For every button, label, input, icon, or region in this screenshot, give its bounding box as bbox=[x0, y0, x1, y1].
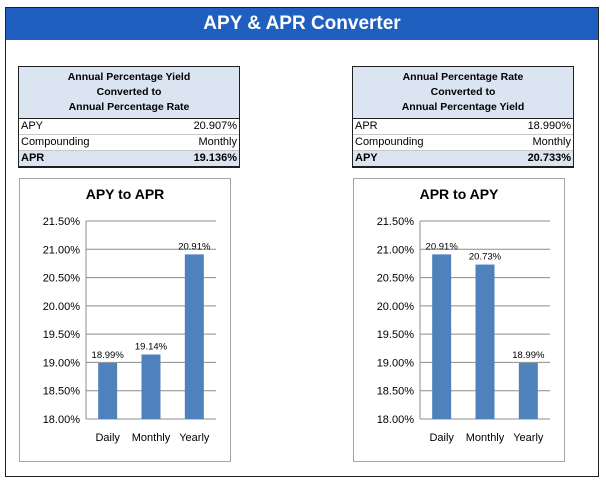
y-tick-label: 21.50% bbox=[43, 216, 81, 228]
apr-input-row[interactable]: APR 18.990% bbox=[353, 119, 573, 135]
y-tick-label: 19.50% bbox=[43, 329, 81, 341]
chart-svg: APR to APY 18.00% 18.50% 19.00% 19.50% 20.00%… bbox=[377, 186, 550, 444]
y-tick-label: 19.00% bbox=[377, 357, 415, 369]
apr-input-value[interactable]: 18.990% bbox=[527, 120, 571, 132]
header-line: Annual Percentage Rate bbox=[402, 71, 524, 83]
bar-daily bbox=[98, 362, 118, 419]
y-tick-label: 21.50% bbox=[377, 216, 415, 228]
y-tick-label: 21.00% bbox=[43, 244, 81, 256]
apy-input-row[interactable]: APY 20.907% bbox=[19, 119, 239, 135]
category-label: Daily bbox=[429, 432, 454, 444]
compounding-select-value[interactable]: Monthly bbox=[532, 136, 571, 148]
row-label: Compounding bbox=[355, 136, 424, 148]
header-line: Converted to bbox=[96, 86, 162, 98]
category-label: Yearly bbox=[513, 432, 544, 444]
compounding-row[interactable]: Compounding Monthly bbox=[19, 135, 239, 151]
y-tick-label: 19.00% bbox=[43, 357, 81, 369]
row-label: APR bbox=[355, 120, 378, 132]
y-tick-label: 18.00% bbox=[377, 414, 415, 426]
apy-result-value: 20.733% bbox=[527, 152, 571, 164]
data-label: 18.99% bbox=[512, 350, 545, 361]
apy-result-row: APY 20.733% bbox=[353, 151, 573, 167]
panel-header: Annual Percentage Rate Converted to Annu… bbox=[353, 67, 573, 119]
y-tick-label: 20.50% bbox=[43, 273, 81, 285]
y-tick-label: 21.00% bbox=[377, 244, 415, 256]
bar-yearly bbox=[184, 254, 204, 419]
apy-input-value[interactable]: 20.907% bbox=[193, 120, 237, 132]
bar-monthly bbox=[475, 264, 495, 419]
apr-to-apy-panel: Annual Percentage Rate Converted to Annu… bbox=[352, 66, 574, 168]
header-line: Annual Percentage Rate bbox=[68, 101, 190, 113]
header-line: Annual Percentage Yield bbox=[67, 71, 191, 83]
bar-daily bbox=[432, 254, 452, 419]
apr-result-value: 19.136% bbox=[193, 152, 237, 164]
chart-title: APY to APR bbox=[86, 186, 165, 202]
data-label: 19.14% bbox=[135, 342, 168, 353]
y-tick-label: 18.50% bbox=[43, 386, 81, 398]
y-tick-label: 20.00% bbox=[43, 301, 81, 313]
header-line: Annual Percentage Yield bbox=[401, 101, 525, 113]
data-label: 20.91% bbox=[178, 241, 211, 252]
panel-header: Annual Percentage Yield Converted to Ann… bbox=[19, 67, 239, 119]
data-label: 20.73% bbox=[469, 252, 502, 263]
chart-title: APR to APY bbox=[420, 186, 499, 202]
compounding-row[interactable]: Compounding Monthly bbox=[353, 135, 573, 151]
data-label: 20.91% bbox=[426, 241, 459, 252]
category-label: Daily bbox=[95, 432, 120, 444]
apr-to-apy-chart: APR to APY 18.00% 18.50% 19.00% 19.50% 20.00%… bbox=[353, 178, 565, 462]
apy-to-apr-panel: Annual Percentage Yield Converted to Ann… bbox=[18, 66, 240, 168]
data-label: 18.99% bbox=[92, 350, 125, 361]
bar-yearly bbox=[518, 362, 538, 419]
y-tick-label: 20.00% bbox=[377, 301, 415, 313]
row-label: APR bbox=[21, 152, 45, 164]
row-label: APY bbox=[21, 120, 44, 132]
header-line: Converted to bbox=[430, 86, 496, 98]
category-label: Monthly bbox=[466, 432, 505, 444]
apy-to-apr-chart: APY to APR 18.00% 18.50% 19.00% 19.50% 20.00%… bbox=[19, 178, 231, 462]
bar-monthly bbox=[141, 354, 161, 419]
y-tick-label: 18.50% bbox=[377, 386, 415, 398]
compounding-select-value[interactable]: Monthly bbox=[198, 136, 237, 148]
chart-svg: APY to APR 18.00% 18.50% 19.00% 19.50% 20.00%… bbox=[43, 186, 216, 444]
row-label: Compounding bbox=[21, 136, 90, 148]
y-tick-label: 20.50% bbox=[377, 273, 415, 285]
apr-result-row: APR 19.136% bbox=[19, 151, 239, 167]
banner-title: APY & APR Converter bbox=[6, 8, 598, 40]
row-label: APY bbox=[355, 152, 378, 164]
y-tick-label: 18.00% bbox=[43, 414, 81, 426]
y-tick-label: 19.50% bbox=[377, 329, 415, 341]
category-label: Yearly bbox=[179, 432, 210, 444]
category-label: Monthly bbox=[132, 432, 171, 444]
